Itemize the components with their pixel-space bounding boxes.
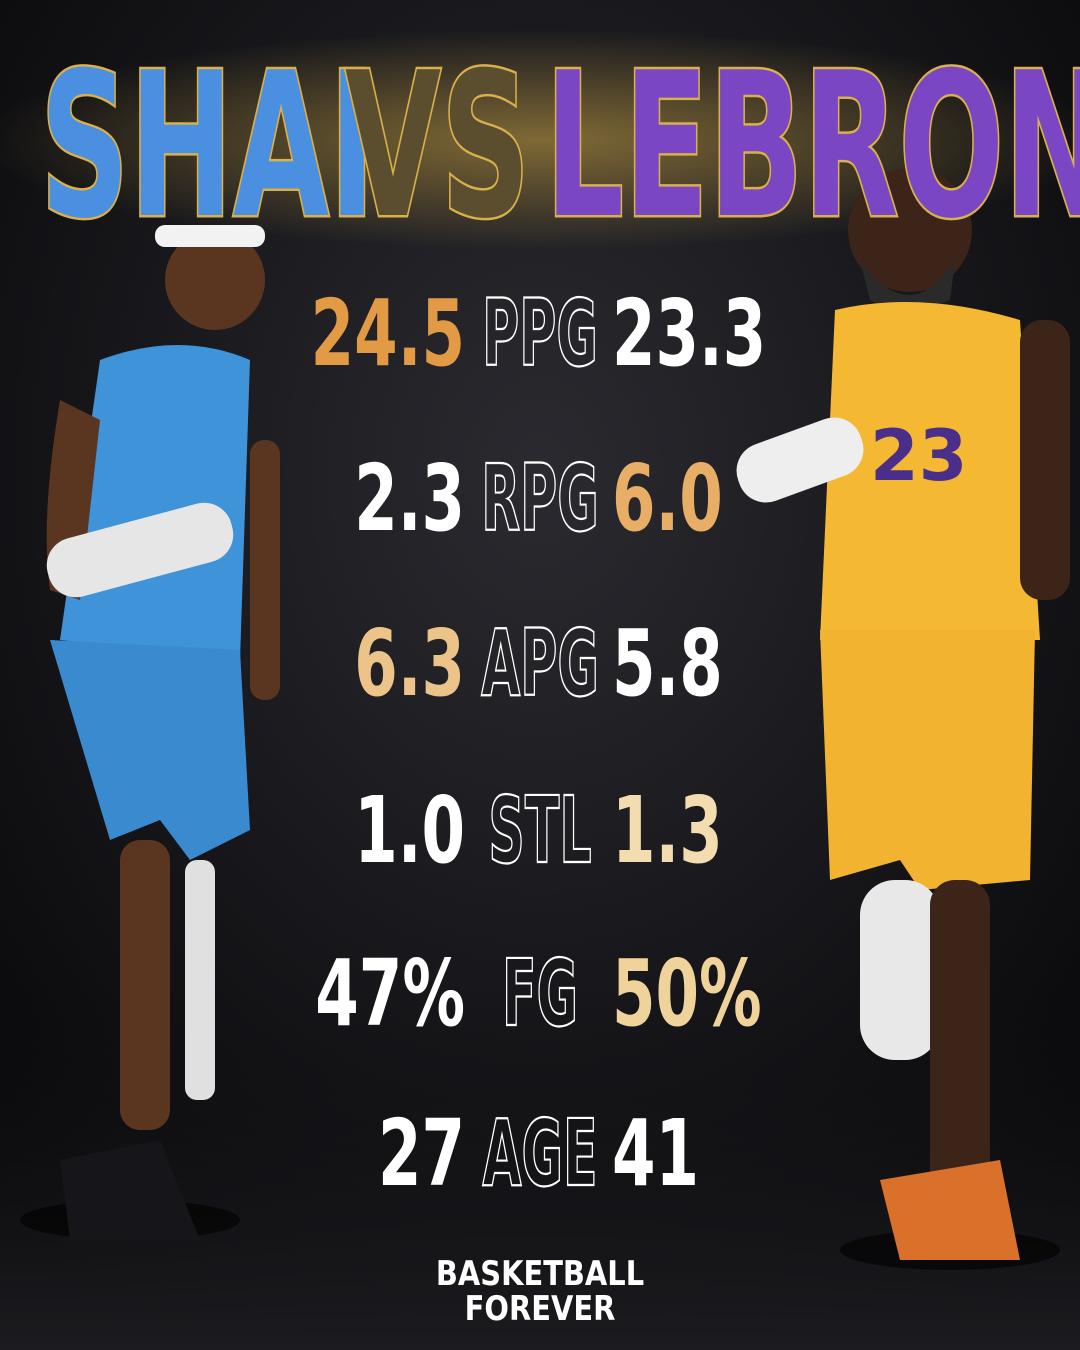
stat-left: 27 [378, 1100, 465, 1208]
stat-right: 1.3 [612, 777, 723, 885]
stat-right: 23.3 [612, 280, 766, 388]
title-left: SHAI [40, 31, 375, 263]
title-mid: VS [345, 31, 530, 263]
footer-line1: BASKETBALL [436, 1255, 644, 1294]
stat-label: PPG [482, 279, 598, 387]
stat-left: 1.0 [354, 777, 465, 885]
stats: 24.5 PPG 23.3 2.3 RPG 6.0 6.3 APG 5.8 1.0 STL 1.3 47… [311, 279, 767, 1208]
stat-label: APG [481, 609, 599, 717]
stat-label: AGE [482, 1099, 597, 1207]
stat-left: 24.5 [311, 280, 465, 388]
stat-right: 41 [612, 1100, 699, 1208]
stat-left: 2.3 [354, 445, 465, 553]
stat-left: 6.3 [354, 610, 465, 718]
stat-right: 50% [612, 940, 762, 1048]
left-player [20, 225, 280, 1240]
stat-left: 47% [315, 940, 465, 1048]
stat-label: RPG [481, 444, 599, 552]
stat-right: 5.8 [612, 610, 723, 718]
stat-label: FG [502, 939, 578, 1047]
jersey-number: 23 [870, 415, 967, 497]
stat-right: 6.0 [612, 445, 723, 553]
right-player: 23 [736, 168, 1070, 1270]
footer-line2: FOREVER [465, 1290, 616, 1329]
title-right: LEBRON [545, 31, 1080, 263]
stat-label: STL [488, 776, 591, 884]
title-glow [0, 30, 1080, 250]
